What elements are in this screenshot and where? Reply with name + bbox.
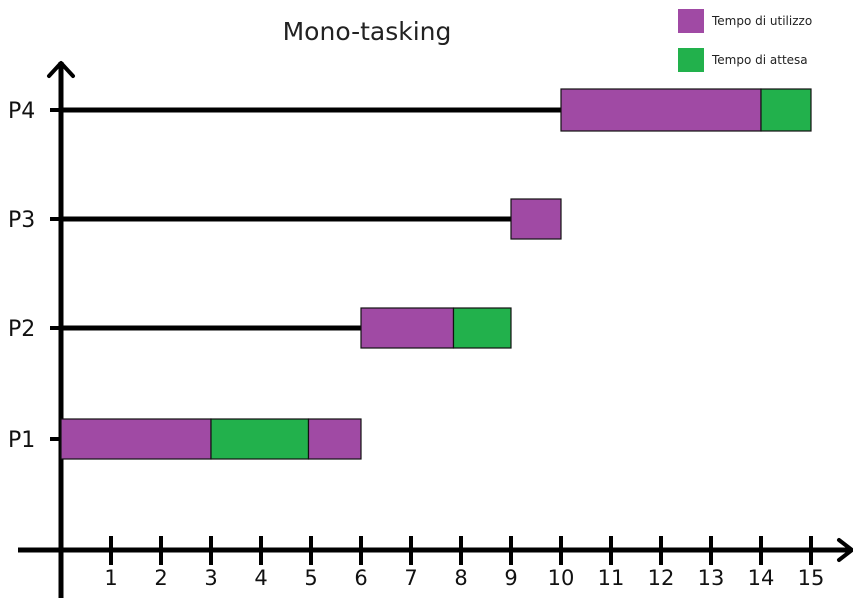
x-tick-label-4: 4 [254, 566, 267, 590]
bar-p4-wait-1 [760, 88, 812, 132]
x-tick-label-1: 1 [104, 566, 117, 590]
x-axis-arrowhead [837, 538, 853, 562]
process-row-p4: P4 [8, 88, 812, 132]
legend: Tempo di utilizzo Tempo di attesa [678, 9, 812, 72]
process-row-p2: P2 [8, 307, 512, 349]
bar-p1-use-2 [307, 418, 362, 460]
x-tick-label-5: 5 [304, 566, 317, 590]
legend-item-use: Tempo di utilizzo [678, 9, 812, 33]
x-tick-label-13: 13 [698, 566, 725, 590]
x-tick-label-15: 15 [798, 566, 825, 590]
bar-p1-wait-1 [210, 418, 310, 460]
process-label: P1 [8, 428, 35, 453]
legend-swatch-wait [678, 48, 704, 72]
process-row-p3: P3 [8, 198, 562, 240]
chart-title: Mono-tasking [283, 17, 452, 46]
x-tick-label-11: 11 [598, 566, 625, 590]
process-label: P4 [8, 99, 35, 124]
legend-swatch-use [678, 9, 704, 33]
x-tick-label-10: 10 [548, 566, 575, 590]
legend-label-use: Tempo di utilizzo [711, 14, 812, 28]
x-tick-label-7: 7 [404, 566, 417, 590]
process-rows: P4 P3 P2 P1 [8, 88, 812, 460]
x-ticks: 1 2 3 4 5 6 7 8 9 10 11 12 13 14 15 [104, 536, 824, 590]
legend-item-wait: Tempo di attesa [678, 48, 808, 72]
bar-p2-use-0 [360, 307, 455, 349]
y-axis-arrowhead [47, 61, 75, 78]
x-tick-label-14: 14 [748, 566, 775, 590]
bar-p1-use-0 [60, 418, 212, 460]
x-tick-label-2: 2 [154, 566, 167, 590]
bar-p2-wait-1 [452, 307, 512, 349]
process-label: P3 [8, 208, 35, 233]
bar-p4-use-0 [560, 88, 762, 132]
process-row-p1: P1 [8, 418, 362, 460]
x-tick-label-6: 6 [354, 566, 367, 590]
legend-label-wait: Tempo di attesa [711, 53, 808, 67]
x-tick-label-9: 9 [504, 566, 517, 590]
x-tick-label-8: 8 [454, 566, 467, 590]
x-tick-label-3: 3 [204, 566, 217, 590]
bar-p3-use-0 [510, 198, 562, 240]
process-label: P2 [8, 317, 35, 342]
x-tick-label-12: 12 [648, 566, 675, 590]
